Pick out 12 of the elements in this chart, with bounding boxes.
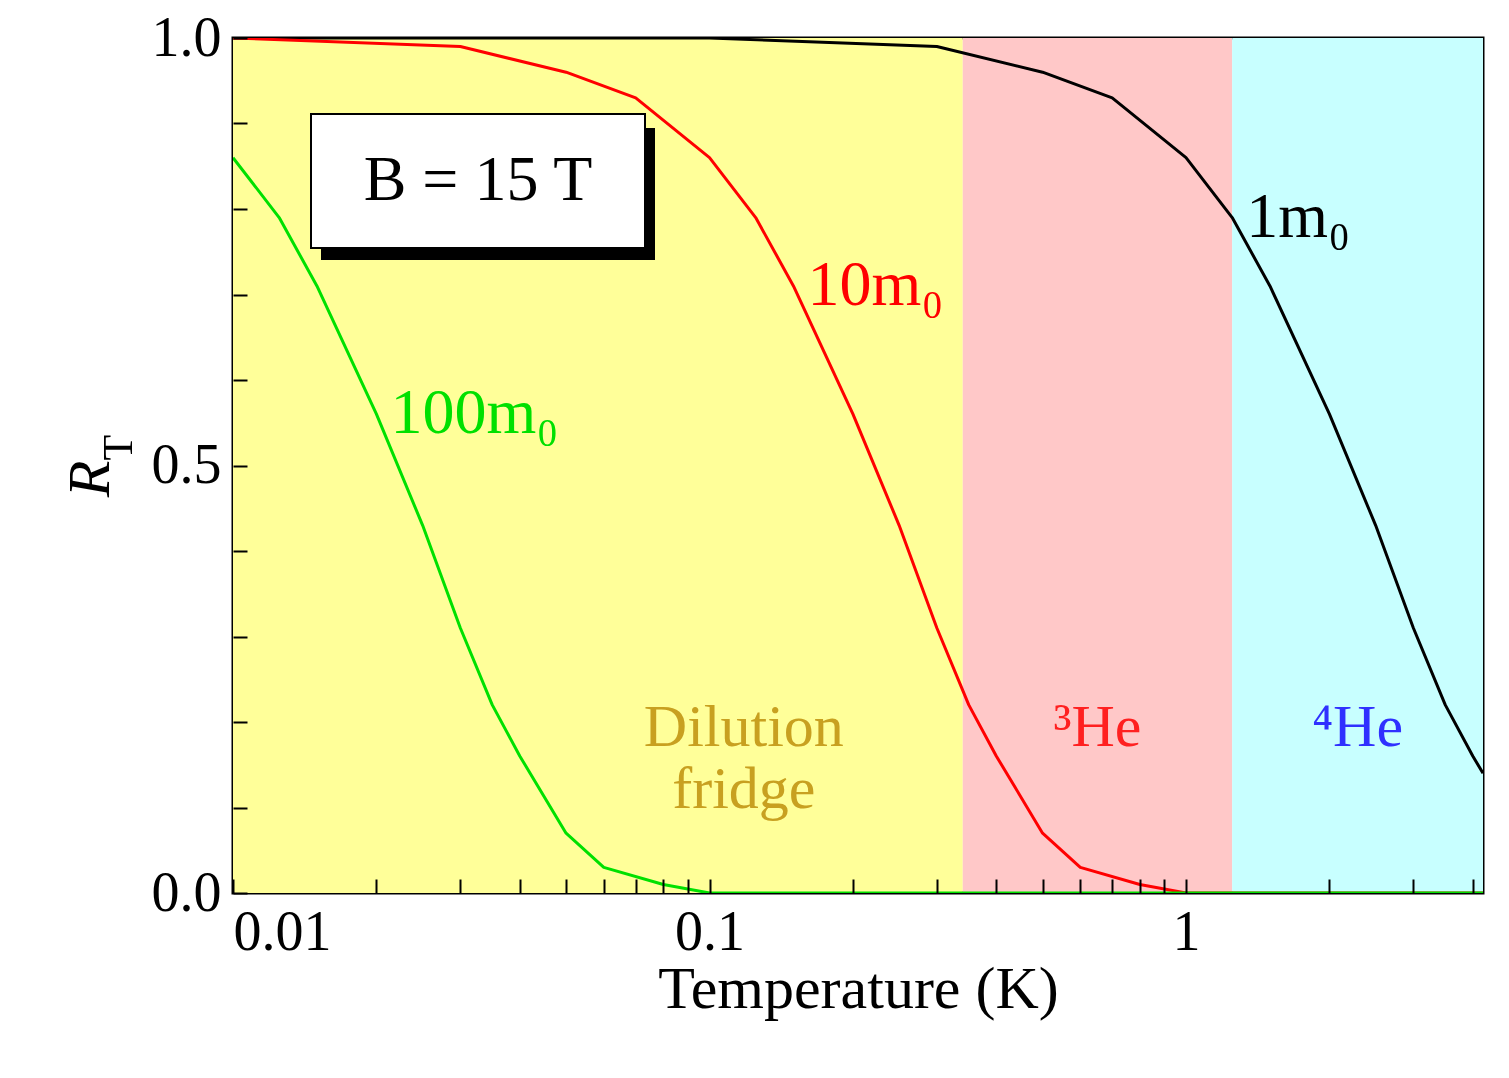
- band-label: ⁴He: [1312, 693, 1404, 759]
- band-label: Dilution fridge: [643, 693, 844, 821]
- x-tick-label: 1: [1172, 899, 1201, 962]
- y-tick-label: 0.0: [151, 860, 222, 923]
- series-label: 100m₀: [390, 376, 559, 448]
- y-tick-label: 0.5: [151, 433, 222, 495]
- y-tick-label: 1.0: [151, 5, 222, 68]
- x-tick-label: 0.01: [233, 899, 332, 962]
- annotation: B = 15 T: [363, 143, 593, 214]
- series-label: 10m₀: [807, 247, 944, 319]
- series-label: 1m₀: [1246, 179, 1351, 251]
- band-label: ³He: [1053, 693, 1142, 759]
